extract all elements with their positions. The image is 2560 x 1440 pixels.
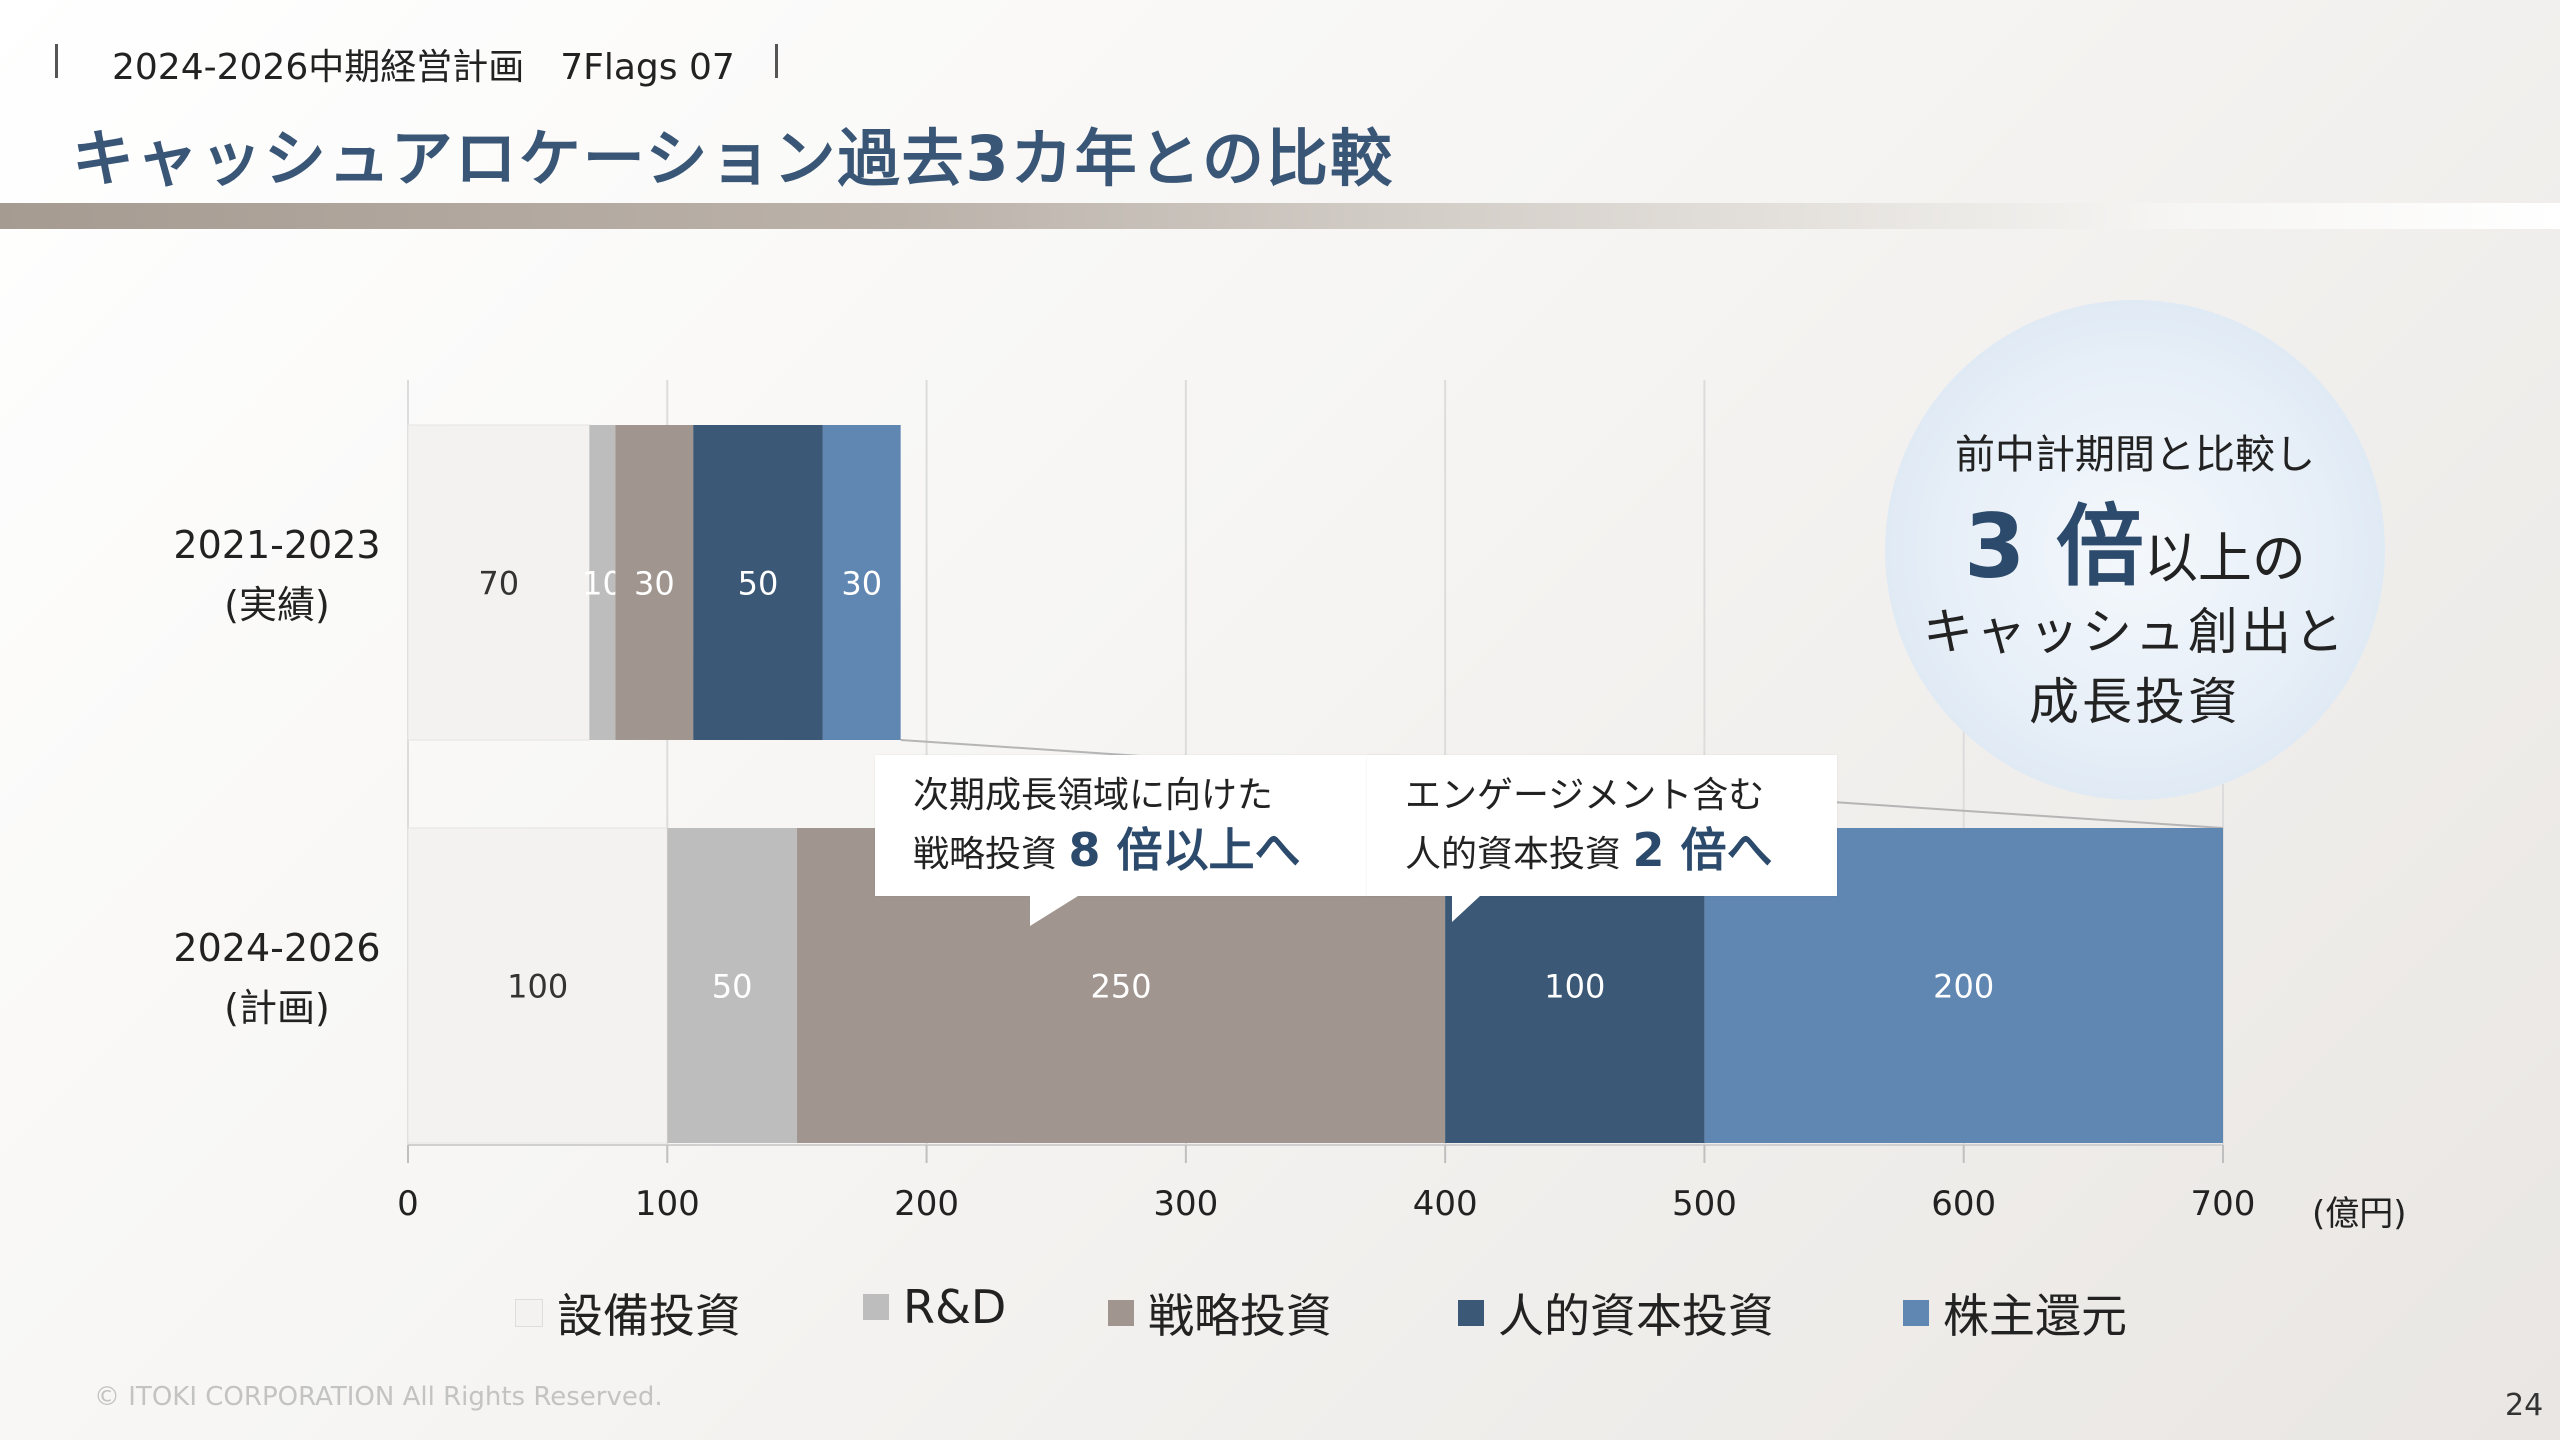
callout-pointer [1030,896,1078,926]
page-number: 24 [2505,1388,2544,1423]
callout-emphasis: 8 倍以上へ [1068,823,1301,877]
bubble-text: 以上の [2143,527,2306,590]
legend-swatch [1458,1300,1484,1326]
bar-segment [589,425,616,740]
bar-segment [667,828,797,1143]
data-label: 50 [712,968,753,1006]
data-label: 30 [634,565,675,603]
bar-segment [693,425,823,740]
data-label: 100 [507,968,568,1006]
category-label-line: (実績) [224,583,330,627]
bar-segment [407,827,668,1144]
legend-label: 設備投資 [557,1289,741,1343]
bar-segment [407,424,590,741]
axis-unit-label: (億円) [2312,1194,2407,1234]
chart-legend: 設備投資 R&D 戦略投資 人的資本投資 株主還元 [0,1280,2560,1350]
summary-bubble: 前中計期間と比較し 3 倍以上の キャッシュ創出と 成長投資 [1885,300,2385,800]
legend-label: 人的資本投資 [1498,1289,1774,1343]
slide-header: 2024-2026中期経営計画 7Flags 07 キャッシュアロケーション過去… [0,0,2560,230]
category-label-line: 2024-2026 [173,926,381,970]
legend-item: 株主還元 [1903,1280,2127,1346]
callout-emphasis: 2 倍へ [1632,823,1773,877]
legend-label: 戦略投資 [1148,1289,1332,1343]
legend-item: 戦略投資 [1108,1280,1332,1346]
legend-item: 人的資本投資 [1458,1280,1774,1346]
title-underline-bar [0,203,2560,229]
category-label-line: (計画) [224,986,330,1030]
x-tick-label: 200 [894,1184,959,1224]
x-tick-label: 300 [1153,1184,1218,1224]
legend-swatch [1108,1300,1134,1326]
bar-segment [822,425,901,740]
data-label: 50 [738,565,779,603]
x-tick-label: 500 [1672,1184,1737,1224]
bubble-line: キャッシュ創出と [1923,603,2347,661]
callout-line: エンゲージメント含む [1405,775,1765,816]
callout-pointer [1452,896,1480,922]
category-label-2024-2026: 2024-2026 (計画) [127,918,427,1038]
header-separator-left [55,44,58,78]
data-label: 200 [1933,968,1994,1006]
page-title: キャッシュアロケーション過去3カ年との比較 [72,122,1395,195]
callout-line: 戦略投資 8 倍以上へ [913,823,1362,882]
legend-label: 株主還元 [1943,1289,2127,1343]
data-label: 250 [1090,968,1151,1006]
category-label-line: 2021-2023 [173,523,381,567]
legend-swatch [863,1294,889,1320]
document-title: 2024-2026中期経営計画 7Flags 07 [112,47,735,88]
x-tick-label: 700 [2191,1184,2256,1224]
bubble-line: 前中計期間と比較し [1955,432,2315,478]
callout-text: 戦略投資 [913,834,1058,875]
x-tick-label: 0 [397,1184,419,1224]
x-tick-label: 600 [1931,1184,1996,1224]
copyright-notice: © ITOKI CORPORATION All Rights Reserved. [94,1382,663,1412]
header-separator-right [775,44,778,78]
legend-label: R&D [903,1280,1007,1334]
legend-swatch [1903,1300,1929,1326]
callout-text: 人的資本投資 [1405,834,1622,875]
category-label-2021-2023: 2021-2023 (実績) [127,515,427,635]
data-label: 70 [478,565,519,603]
x-tick-label: 100 [635,1184,700,1224]
bubble-emphasis: 3 倍 [1964,495,2144,598]
bar-segment [615,425,694,740]
bubble-line: 成長投資 [2029,673,2241,731]
data-label: 30 [841,565,882,603]
callout-line: 人的資本投資 2 倍へ [1405,823,1799,882]
legend-item: 設備投資 [515,1280,741,1346]
x-tick-label: 400 [1413,1184,1478,1224]
callout-line: 次期成長領域に向けた [913,775,1274,816]
callout-human-capital: エンゲージメント含む 人的資本投資 2 倍へ [1367,755,1837,922]
legend-item: R&D [863,1280,1006,1334]
bubble-line: 3 倍以上の [1885,476,2385,603]
callout-strategic-investment: 次期成長領域に向けた 戦略投資 8 倍以上へ [875,755,1400,926]
legend-swatch [515,1299,543,1327]
data-label: 100 [1544,968,1605,1006]
